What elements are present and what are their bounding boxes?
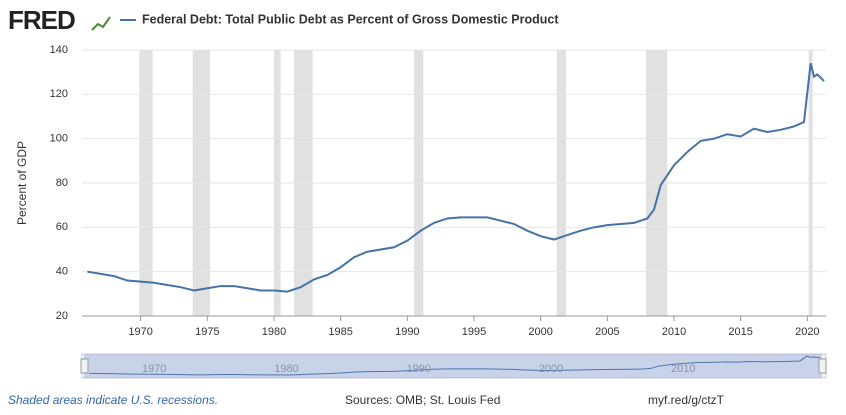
y-tick-label: 80 [56,177,68,189]
x-tick-label: 1990 [395,326,419,338]
y-tick-label: 100 [50,133,68,145]
footer-sources: Sources: OMB; St. Louis Fed [345,393,500,407]
data-line [87,63,825,293]
navigator-label: 1980 [274,363,298,375]
x-tick-label: 2000 [528,326,552,338]
y-tick-label: 120 [50,88,68,100]
x-tick-label: 1975 [195,326,219,338]
legend-label: Federal Debt: Total Public Debt as Perce… [142,12,559,26]
navigator-label: 1970 [142,363,166,375]
x-tick-label: 2010 [662,326,686,338]
y-tick-label: 60 [56,221,68,233]
y-tick-label: 40 [56,266,68,278]
navigator-handle[interactable] [818,358,827,374]
x-tick-label: 2015 [728,326,752,338]
navigator-selection[interactable] [84,354,822,378]
x-tick-label: 2020 [795,326,819,338]
navigator-label: 2000 [539,363,563,375]
x-tick-label: 2005 [595,326,619,338]
footer-link[interactable]: myf.red/g/ctzT [648,393,725,407]
navigator[interactable] [81,353,827,379]
navigator-label: 2010 [671,363,695,375]
x-tick-label: 1970 [128,326,152,338]
y-tick-label: 140 [50,44,68,56]
x-tick-label: 1985 [328,326,352,338]
navigator-handle[interactable] [80,358,89,374]
navigator-line [89,355,821,376]
navigator-label: 1990 [406,363,430,375]
brand-logo: FRED [8,5,75,35]
x-tick-label: 1980 [262,326,286,338]
x-tick-label: 1995 [462,326,486,338]
footer-note: Shaded areas indicate U.S. recessions. [8,393,218,407]
logo-icon [91,16,111,31]
y-axis-label: Percent of GDP [15,141,29,225]
y-tick-label: 20 [56,310,68,322]
